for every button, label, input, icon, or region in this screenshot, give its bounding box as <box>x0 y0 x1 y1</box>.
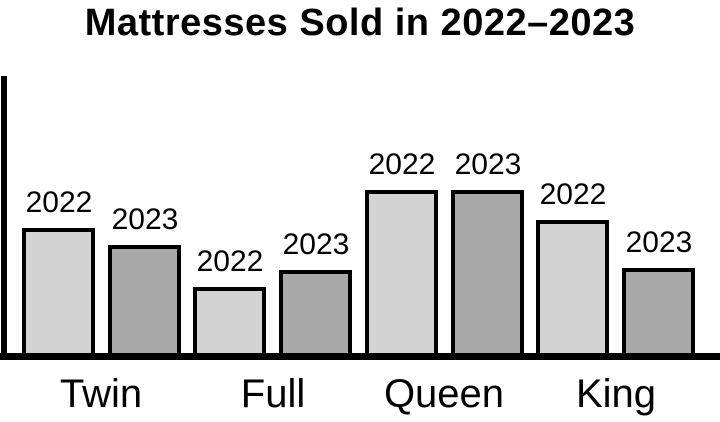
bar-value-label: 2022 <box>539 178 607 211</box>
bar-king-2022 <box>536 220 609 360</box>
category-label-full: Full <box>240 372 306 416</box>
bar-queen-2022 <box>365 190 438 360</box>
bar-queen-2023 <box>451 190 524 360</box>
bar-full-2023 <box>279 270 352 360</box>
bar-value-label: 2023 <box>111 203 179 236</box>
chart-title: Mattresses Sold in 2022–2023 <box>84 2 636 44</box>
bar-value-label: 2023 <box>282 228 350 261</box>
bar-value-label: 2023 <box>454 148 522 181</box>
category-label-queen: Queen <box>383 372 505 416</box>
category-label-twin: Twin <box>59 372 143 416</box>
x-axis-line <box>0 353 720 360</box>
bar-value-label: 2022 <box>25 186 93 219</box>
bar-value-label: 2022 <box>368 148 436 181</box>
bar-twin-2023 <box>108 245 181 360</box>
y-axis-line <box>1 76 7 360</box>
bar-value-label: 2023 <box>625 226 693 259</box>
category-label-king: King <box>575 372 657 416</box>
bar-value-label: 2022 <box>196 245 264 278</box>
bar-full-2022 <box>193 287 266 360</box>
bar-twin-2022 <box>22 228 95 360</box>
bar-king-2023 <box>622 268 695 360</box>
